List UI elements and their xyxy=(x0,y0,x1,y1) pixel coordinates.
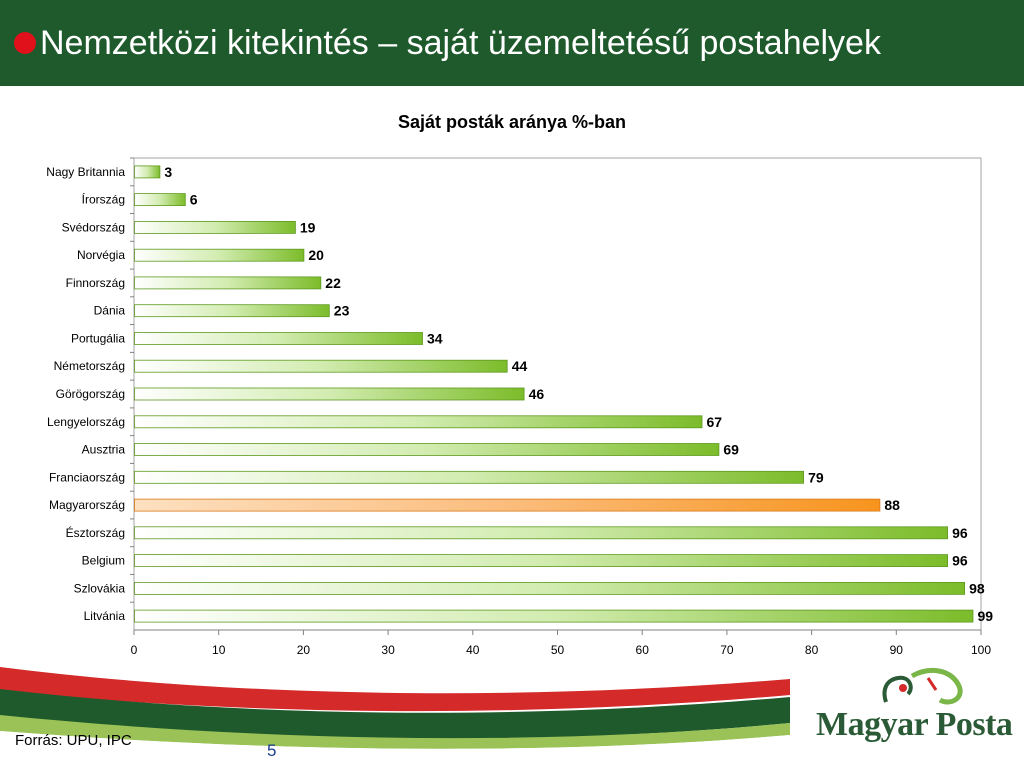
bar xyxy=(134,609,974,623)
data-label: 3 xyxy=(164,164,172,180)
data-label: 34 xyxy=(427,331,443,347)
category-label: Dánia xyxy=(94,304,126,318)
chart-title: Saját posták aránya %-ban xyxy=(397,112,627,132)
x-tick-label: 70 xyxy=(720,643,734,657)
bar xyxy=(134,415,703,429)
data-label: 67 xyxy=(707,414,723,430)
x-tick-label: 40 xyxy=(466,643,480,657)
logo-text: Magyar Posta xyxy=(816,706,1013,743)
data-label: 88 xyxy=(884,497,900,513)
category-label: Lengyelország xyxy=(47,415,125,429)
category-label: Magyarország xyxy=(49,498,125,512)
category-label: Észtország xyxy=(66,525,125,540)
category-label: Franciaország xyxy=(49,470,125,484)
bullet-icon xyxy=(14,32,36,54)
data-label: 23 xyxy=(334,303,350,319)
bar xyxy=(134,387,525,401)
x-tick-label: 0 xyxy=(131,643,138,657)
data-label: 79 xyxy=(808,469,824,485)
data-label: 44 xyxy=(512,358,528,374)
x-tick-label: 30 xyxy=(381,643,395,657)
posthorn-icon xyxy=(882,667,963,705)
x-tick-label: 60 xyxy=(636,643,650,657)
data-label: 96 xyxy=(952,525,968,541)
bar xyxy=(134,554,948,567)
data-label: 6 xyxy=(190,192,198,208)
data-label: 19 xyxy=(300,219,316,235)
bar xyxy=(134,498,881,512)
category-label: Finnország xyxy=(66,276,125,290)
category-label: Portugália xyxy=(71,332,125,346)
slide-title: Nemzetközi kitekintés – saját üzemelteté… xyxy=(40,24,881,62)
bar xyxy=(134,248,305,262)
data-label: 69 xyxy=(723,442,739,458)
magyar-posta-logo: Magyar Posta xyxy=(790,660,1024,768)
category-label: Svédország xyxy=(62,220,125,234)
bar xyxy=(134,359,508,373)
bar xyxy=(134,165,161,179)
category-label: Írország xyxy=(82,192,125,207)
category-label: Belgium xyxy=(82,554,125,568)
bar-chart: Nagy Britannia 3 Írország 6 Svédország 19 Norv… xyxy=(46,157,994,657)
category-label: Németország xyxy=(54,359,125,373)
category-label: Litvánia xyxy=(84,609,126,623)
data-label: 46 xyxy=(529,386,545,402)
x-tick-label: 80 xyxy=(805,643,819,657)
bar xyxy=(134,526,948,540)
bar xyxy=(134,470,804,484)
category-label: Szlovákia xyxy=(74,581,126,595)
bar xyxy=(134,220,296,234)
data-label: 20 xyxy=(308,247,324,263)
bar xyxy=(134,582,965,595)
data-label: 96 xyxy=(952,553,968,569)
data-label: 22 xyxy=(325,275,341,291)
bar xyxy=(134,304,330,318)
category-label: Ausztria xyxy=(82,443,126,457)
category-label: Norvégia xyxy=(77,248,125,262)
bar xyxy=(134,276,322,290)
x-tick-label: 100 xyxy=(971,643,991,657)
category-label: Nagy Britannia xyxy=(46,165,125,179)
x-tick-label: 20 xyxy=(297,643,311,657)
source-note: Forrás: UPU, IPC xyxy=(15,732,132,749)
header-bar: Nemzetközi kitekintés – saját üzemelteté… xyxy=(0,0,1024,86)
category-label: Görögország xyxy=(56,387,125,401)
x-tick-label: 10 xyxy=(212,643,226,657)
bar xyxy=(134,443,720,456)
data-label: 98 xyxy=(969,580,985,596)
bar xyxy=(134,332,423,345)
footer-swoosh xyxy=(0,667,790,768)
bar xyxy=(134,193,186,207)
x-tick-label: 50 xyxy=(551,643,565,657)
data-label: 99 xyxy=(978,608,994,624)
x-tick-label: 90 xyxy=(890,643,904,657)
page-number: 5 xyxy=(267,741,277,760)
